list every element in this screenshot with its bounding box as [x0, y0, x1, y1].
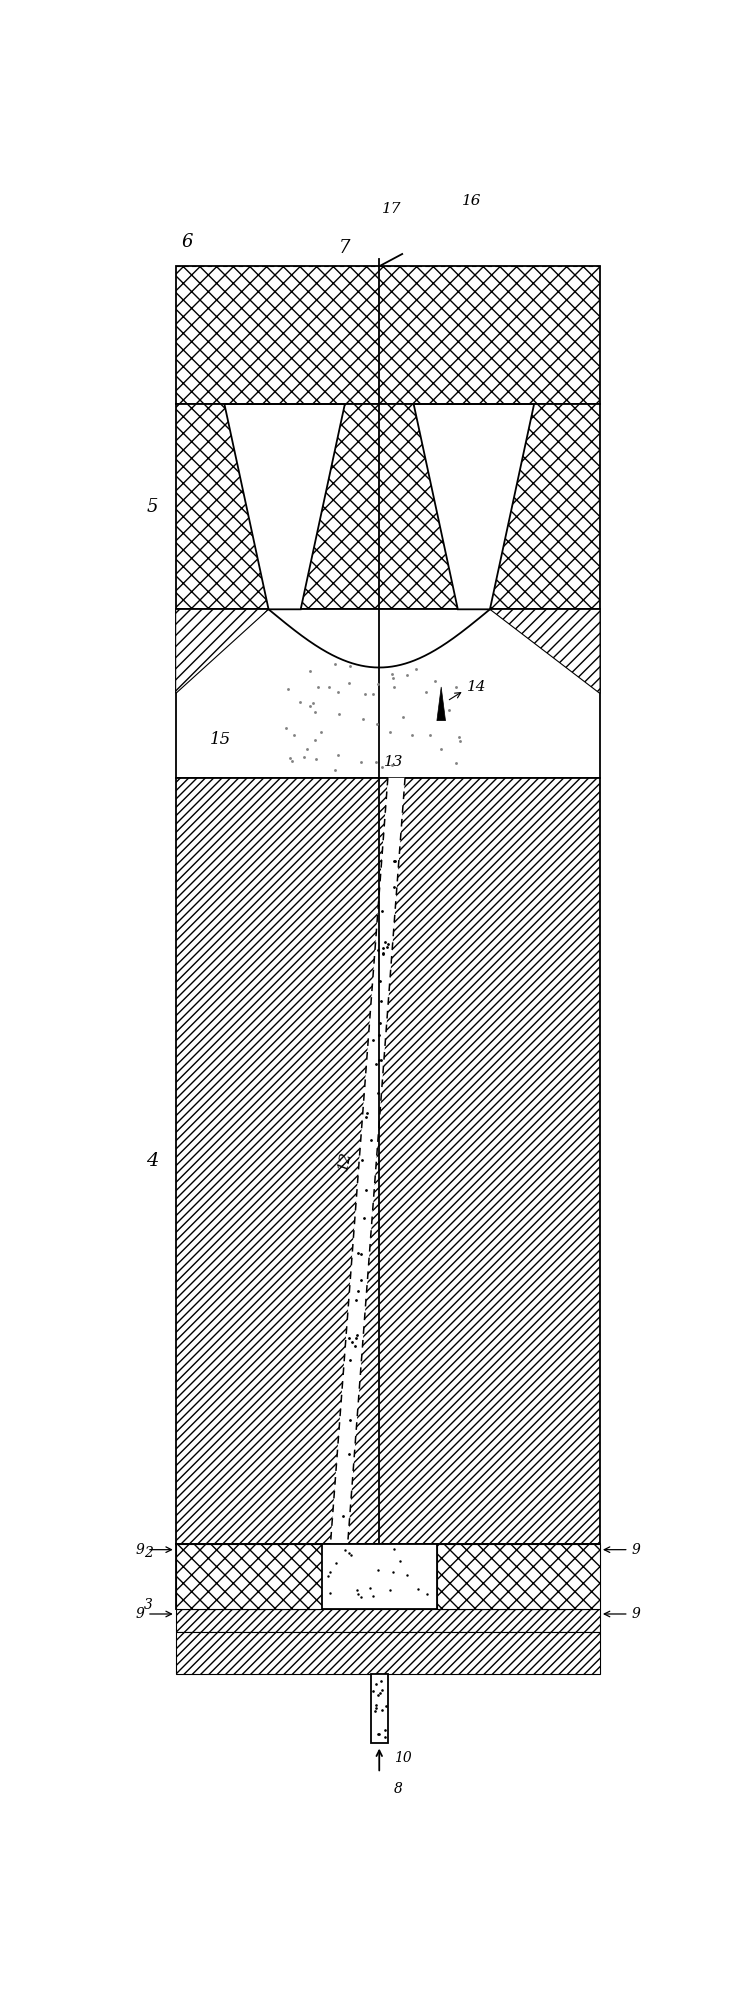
- Text: 12: 12: [336, 1150, 354, 1172]
- Point: [355, 746, 367, 778]
- Point: [286, 744, 298, 776]
- Text: 16: 16: [462, 195, 482, 209]
- Text: 2: 2: [144, 1545, 152, 1559]
- Text: 15: 15: [210, 732, 232, 748]
- Point: [397, 702, 409, 734]
- Point: [304, 656, 316, 688]
- Bar: [175, 1609, 600, 1633]
- Point: [323, 672, 335, 704]
- Point: [284, 742, 296, 774]
- Polygon shape: [437, 686, 445, 720]
- Text: 9: 9: [135, 1607, 144, 1621]
- Polygon shape: [490, 609, 600, 694]
- Text: 9: 9: [632, 1607, 640, 1621]
- Polygon shape: [331, 778, 405, 1543]
- Bar: [175, 778, 600, 1543]
- Polygon shape: [414, 404, 534, 609]
- Point: [357, 704, 369, 736]
- Point: [332, 740, 343, 772]
- Point: [294, 686, 306, 718]
- Point: [453, 720, 465, 752]
- Text: 6: 6: [181, 233, 193, 251]
- Bar: [175, 404, 600, 609]
- Point: [450, 748, 462, 780]
- Bar: [322, 1543, 437, 1609]
- Point: [333, 698, 345, 730]
- Point: [288, 718, 300, 750]
- Point: [301, 732, 313, 764]
- Text: 11: 11: [369, 1569, 389, 1583]
- Point: [454, 726, 465, 758]
- Point: [332, 676, 343, 708]
- Point: [314, 716, 326, 748]
- Point: [367, 678, 379, 710]
- Point: [424, 720, 436, 752]
- Point: [307, 688, 319, 720]
- Bar: [175, 1543, 600, 1609]
- Bar: [175, 1633, 600, 1673]
- Text: 17: 17: [382, 201, 402, 215]
- Point: [298, 742, 310, 774]
- Bar: [175, 1543, 322, 1609]
- Point: [420, 676, 431, 708]
- Point: [428, 666, 440, 698]
- Text: 8: 8: [394, 1782, 403, 1796]
- Point: [309, 696, 321, 728]
- Point: [343, 666, 355, 698]
- Polygon shape: [175, 609, 269, 694]
- Point: [360, 678, 371, 710]
- Point: [451, 670, 462, 702]
- Point: [309, 724, 321, 756]
- Polygon shape: [224, 404, 345, 609]
- Text: 14: 14: [467, 680, 486, 694]
- Point: [280, 712, 292, 744]
- Text: 5: 5: [147, 497, 158, 515]
- Point: [376, 752, 388, 784]
- Point: [371, 708, 383, 740]
- Point: [386, 750, 398, 782]
- Bar: [175, 609, 600, 778]
- Point: [443, 694, 454, 726]
- Point: [372, 668, 384, 700]
- Bar: [371, 1673, 388, 1742]
- Point: [401, 658, 413, 690]
- Bar: [175, 267, 600, 404]
- Point: [410, 654, 422, 686]
- Text: 9: 9: [135, 1543, 144, 1557]
- Text: 10: 10: [394, 1750, 411, 1764]
- Point: [370, 746, 382, 778]
- Point: [387, 662, 399, 694]
- Bar: [437, 1543, 600, 1609]
- Text: 3: 3: [144, 1597, 152, 1611]
- Point: [329, 648, 341, 680]
- Text: 7: 7: [339, 239, 351, 257]
- Text: 13: 13: [384, 756, 403, 770]
- Point: [282, 672, 294, 704]
- Point: [312, 672, 324, 704]
- Text: 4: 4: [147, 1152, 159, 1170]
- Point: [386, 658, 397, 690]
- Point: [345, 650, 357, 682]
- Point: [310, 742, 322, 774]
- Point: [329, 754, 341, 786]
- Point: [435, 734, 447, 766]
- Point: [304, 690, 316, 722]
- Point: [406, 720, 417, 752]
- Point: [385, 716, 397, 748]
- Point: [388, 672, 400, 704]
- Text: 9: 9: [632, 1543, 640, 1557]
